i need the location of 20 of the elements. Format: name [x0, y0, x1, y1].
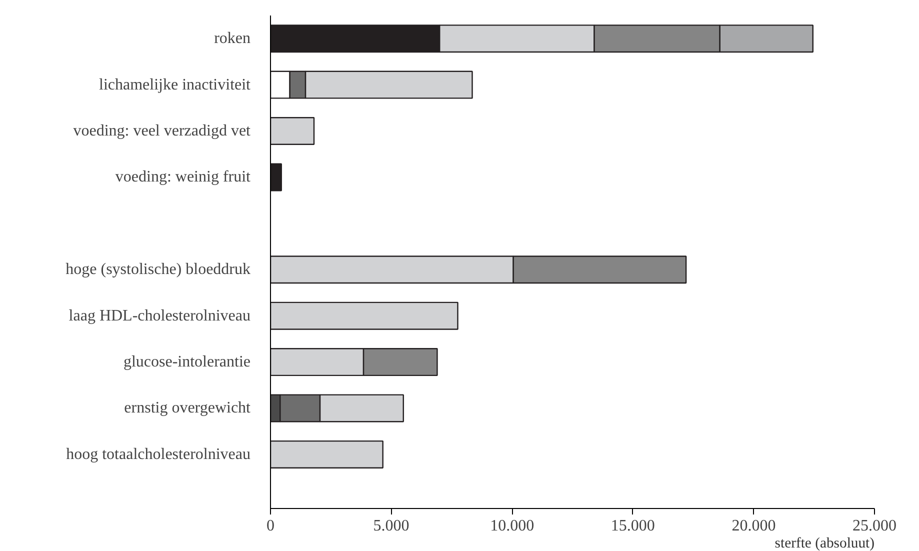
x-tick-label: 10.000 [490, 518, 534, 534]
y-tick-label: glucose-intolerantie [123, 354, 250, 371]
y-tick-label: voeding: veel verzadigd vet [73, 122, 252, 140]
x-tick-label: 15.000 [610, 518, 655, 534]
y-tick-label: laag HDL-cholesterolniveau [68, 307, 250, 324]
y-tick-label: hoge (systolische) bloeddruk [66, 261, 251, 278]
x-tick-label: 0 [266, 518, 274, 534]
bar [270, 117, 315, 146]
bar [270, 440, 384, 468]
y-tick-label: ernstig overgewicht [124, 400, 252, 417]
y-tick-label: hoog totaalcholesterolniveau [66, 446, 251, 463]
y-tick-label: voeding: weinig fruit [115, 168, 252, 186]
y-tick-label: lichamelijke inactiviteit [99, 76, 252, 94]
y-tick-label: roken [214, 30, 251, 48]
bar [270, 163, 282, 192]
x-tick-label: 5.000 [373, 518, 410, 534]
x-tick-label: 20.000 [732, 518, 776, 534]
x-tick-label: 25.000 [852, 518, 896, 534]
bar [270, 302, 458, 330]
x-axis-title: sterfte (absoluut) [774, 536, 875, 551]
